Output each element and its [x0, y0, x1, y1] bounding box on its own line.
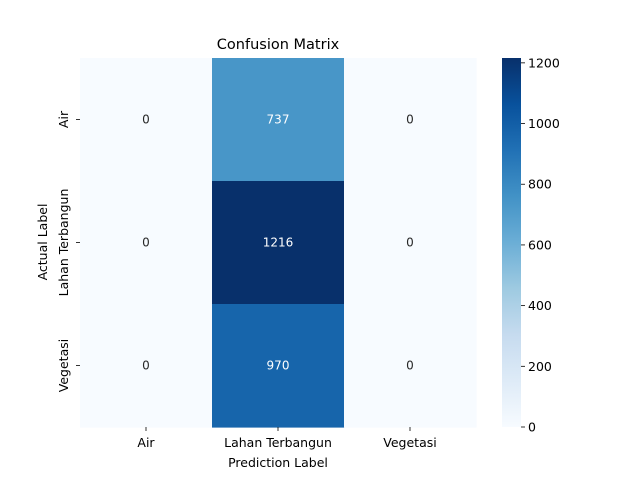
x-axis-label: Prediction Label	[228, 455, 328, 470]
chart-title: Confusion Matrix	[217, 37, 340, 53]
colorbar-tick-label: 400	[528, 298, 552, 313]
heatmap-cell	[212, 304, 345, 428]
cell-value-label: 0	[142, 236, 150, 250]
colorbar-tick-label: 600	[528, 237, 552, 252]
heatmap-cell	[344, 304, 477, 428]
heatmap-cell	[80, 181, 213, 305]
cell-value-label: 970	[267, 359, 290, 373]
heatmap-cell	[212, 58, 345, 182]
colorbar-gradient	[502, 58, 521, 427]
y-tick-label: Air	[56, 110, 71, 128]
colorbar-tick-label: 1200	[528, 55, 560, 70]
colorbar-tick-label: 200	[528, 359, 552, 374]
colorbar-tick-label: 0	[528, 420, 536, 435]
heatmap-cell	[344, 181, 477, 305]
y-tick-label: Vegetasi	[56, 339, 71, 392]
y-axis-label: Actual Label	[35, 204, 50, 281]
colorbar: 0 200 400 600 800 1000 1200	[502, 55, 560, 435]
x-tick-label: Vegetasi	[383, 435, 436, 450]
heatmap-cell	[212, 181, 345, 305]
cell-value-label: 0	[406, 236, 414, 250]
cell-value-label: 0	[406, 359, 414, 373]
cell-value-label: 0	[406, 113, 414, 127]
heatmap-cells	[80, 58, 477, 428]
cell-value-label: 737	[267, 113, 290, 127]
cell-annotations: 0 737 0 0 1216 0 0 970 0	[142, 113, 414, 373]
y-tick-label: Lahan Terbangun	[56, 189, 71, 297]
axes: Air Lahan Terbangun Vegetasi Air Lahan Terba…	[56, 110, 437, 450]
heatmap-cell	[80, 304, 213, 428]
cell-value-label: 0	[142, 113, 150, 127]
heatmap-cell	[344, 58, 477, 182]
cell-value-label: 0	[142, 359, 150, 373]
colorbar-tick-label: 1000	[528, 116, 560, 131]
cell-value-label: 1216	[263, 236, 294, 250]
colorbar-tick-label: 800	[528, 177, 552, 192]
x-tick-label: Lahan Terbangun	[224, 435, 332, 450]
heatmap-cell	[80, 58, 213, 182]
x-tick-label: Air	[137, 435, 155, 450]
